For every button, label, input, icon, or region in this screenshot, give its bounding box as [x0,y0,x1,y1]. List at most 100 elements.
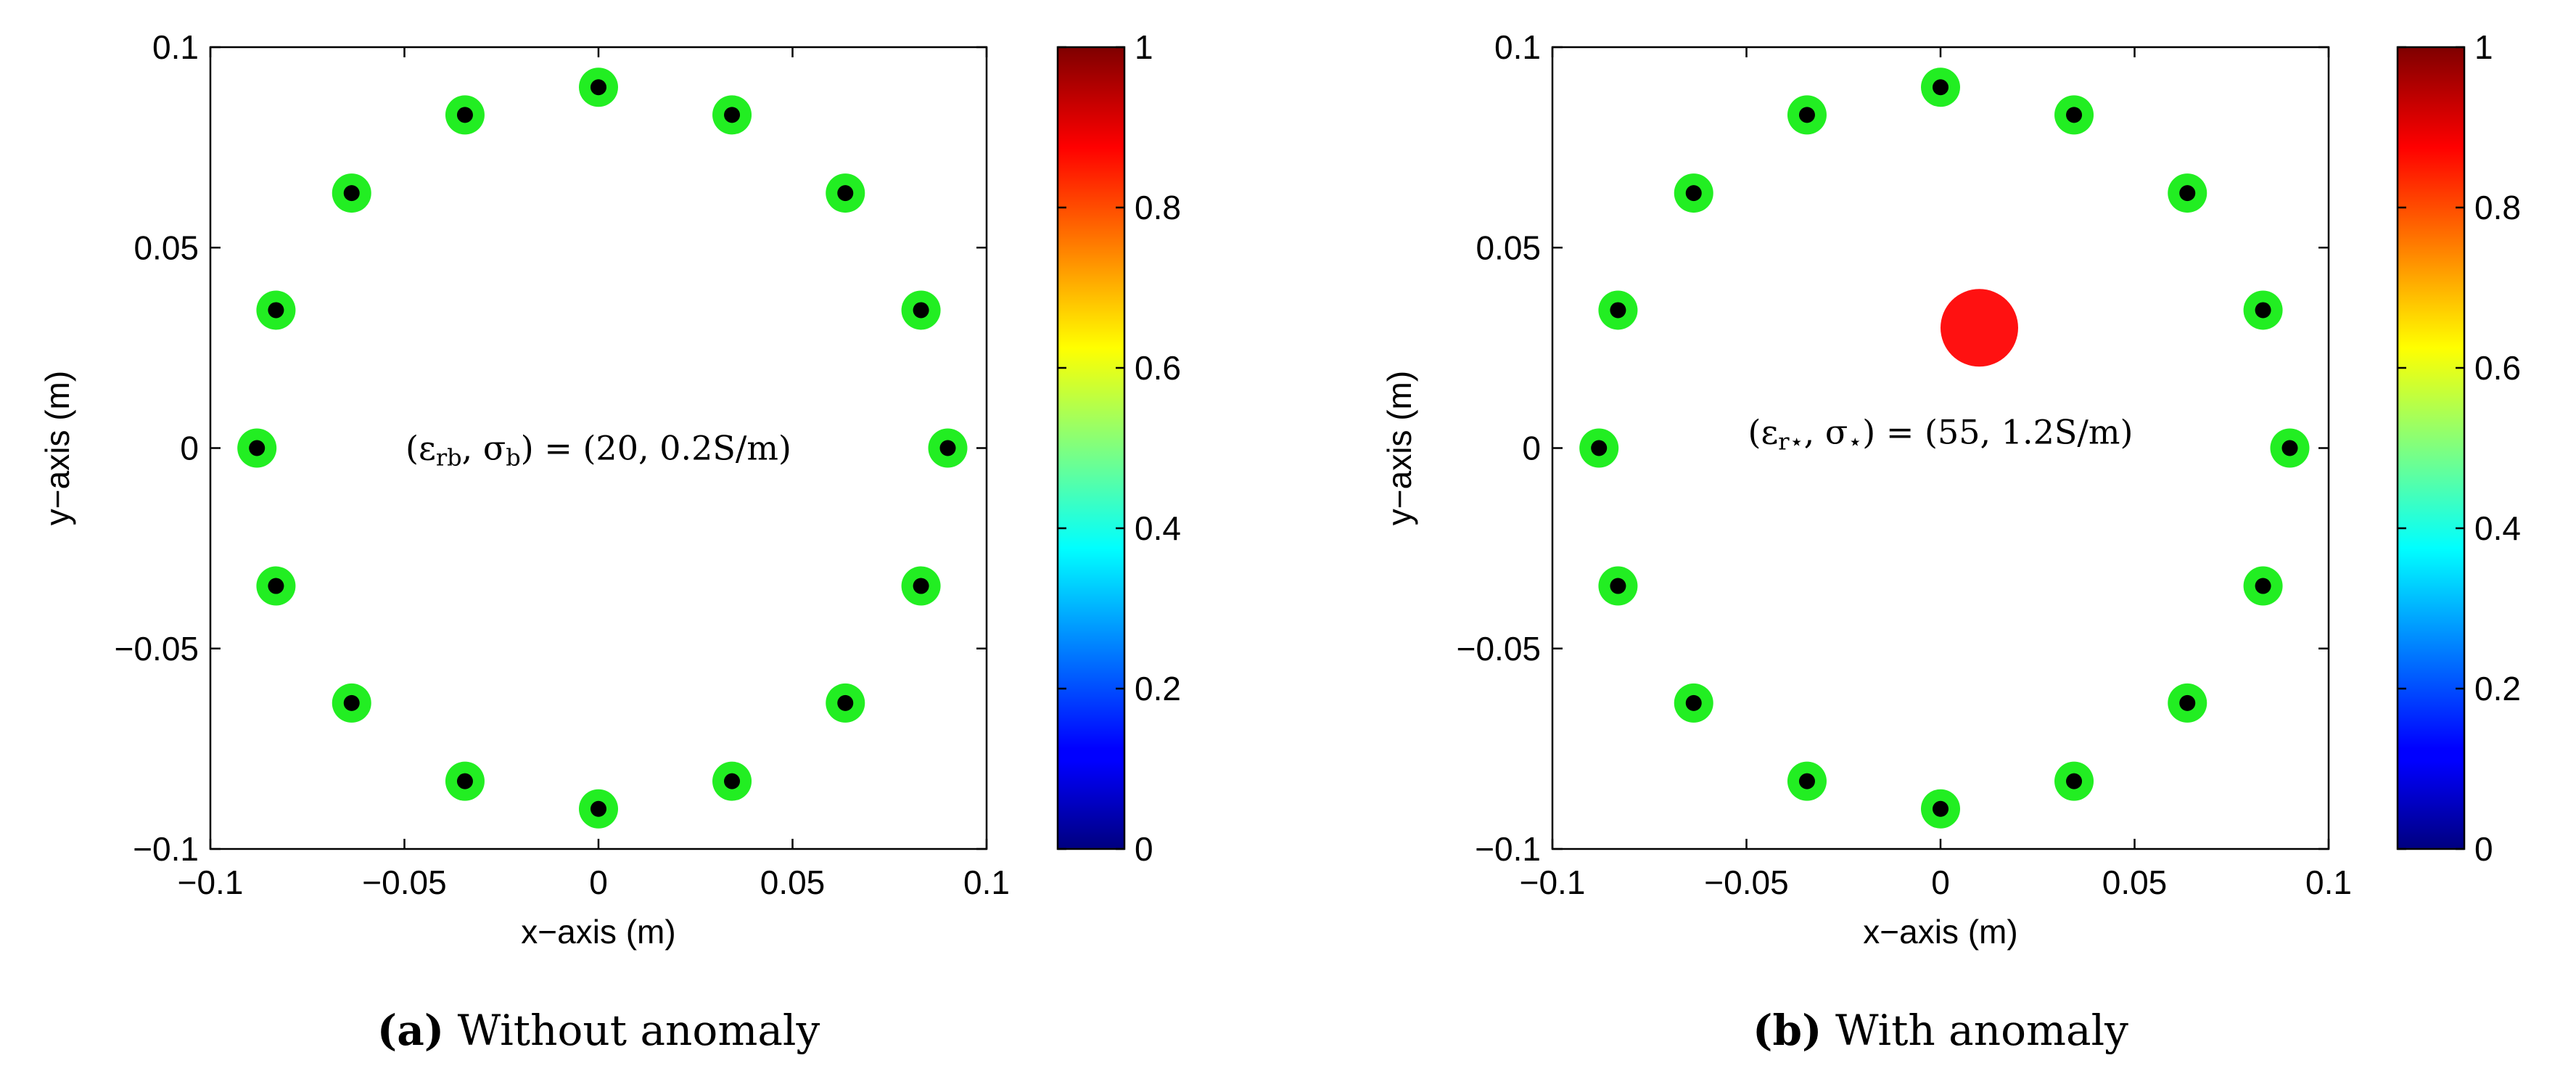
sensor-dot [1685,694,1702,711]
sensor-dot [268,302,284,319]
panel-label: (b) [1753,1006,1822,1055]
sensor-point [826,683,865,723]
sensor-dot [456,107,473,123]
sensor-point [1921,67,1960,107]
panel-caption: (a) Without anomaly [377,1006,820,1055]
x-axis-label: x−axis (m) [1863,913,2017,951]
sensor-dot [343,694,360,711]
sensor-dot [1685,185,1702,202]
sensor-point [1921,789,1960,829]
y-tick-label: −0.1 [1475,830,1541,868]
sensor-point [256,290,296,330]
sensor-dot [939,440,956,456]
x-tick-label: 0 [589,863,608,901]
x-tick-label: 0.1 [2305,863,2352,901]
sensor-dot [1591,440,1608,456]
sensor-dot [913,302,929,319]
sensor-point [579,67,618,107]
sensor-point [1579,428,1619,468]
x-tick-label: −0.1 [1520,863,1586,901]
sensor-dot [2179,694,2196,711]
sensor-dot [913,578,929,594]
sensor-dot [2066,773,2083,789]
sensor-dot [590,800,606,817]
sensor-dot [837,185,854,202]
sensor-dot [1798,107,1815,123]
sensor-point [826,173,865,213]
x-tick-label: 0 [1931,863,1950,901]
sensor-dot [2255,578,2271,594]
y-tick-label: −0.05 [1457,630,1541,668]
y-tick-label: −0.05 [115,630,199,668]
x-axis-label: x−axis (m) [521,913,675,951]
sensor-dot [2255,302,2271,319]
panel-a: −0.1 −0.05 0 0.05 0.1 −0.1 −0.05 0 0.05 0.1 x−axis… [38,28,1181,1055]
x-tick-label: −0.05 [362,863,446,901]
annotation-sub1: rb [436,444,462,472]
material-annotation: (εr⋆, σ⋆) = (55, 1.2S/m) [1748,412,2133,455]
sensor-point [712,95,752,135]
annotation-mid: , σ [1804,412,1848,451]
sensor-point [445,95,485,135]
annotation-sub1: r⋆ [1778,427,1803,455]
annotation-sub2: b [506,444,520,472]
y-tick-label: 0.1 [1494,28,1541,66]
caption-text: With anomaly [1835,1006,2128,1055]
sensor-dot [724,773,741,789]
sensor-point [2243,566,2283,606]
x-tick-label: −0.1 [178,863,244,901]
colorbar-tick-label: 0.6 [2474,349,2521,387]
sensor-point [1598,290,1638,330]
sensor-point [2054,95,2094,135]
sensor-dot [1933,79,1949,96]
sensor-dot [1610,578,1626,594]
sensor-dot [249,440,266,456]
colorbar [2396,46,2466,850]
y-tick-label: 0.05 [1476,229,1541,266]
annotation-prefix: (ε [406,429,436,468]
sensor-point [1674,683,1713,723]
sensor-point [1787,95,1827,135]
x-tick-label: 0.1 [963,863,1010,901]
sensor-dot [456,773,473,789]
colorbar-tick-label: 1 [1135,28,1153,66]
sensor-dot [1933,800,1949,817]
caption-text: Without anomaly [458,1006,820,1055]
annotation-sub2: ⋆ [1848,427,1862,455]
colorbar-tick-label: 0.4 [2474,509,2521,547]
annotation-mid: , σ [462,429,506,468]
colorbar-tick-label: 0 [1135,830,1153,868]
sensor-point [901,290,941,330]
annotation-suffix: ) = (20, 0.2S/m) [521,429,791,468]
colorbar-tick-label: 0.2 [2474,670,2521,707]
panel-b: −0.1 −0.05 0 0.05 0.1 −0.1 −0.05 0 0.05 0.1 x−axis… [1380,28,2521,1055]
sensor-point [445,761,485,801]
y-tick-label: −0.1 [133,830,199,868]
x-tick-label: 0.05 [2102,863,2168,901]
sensor-dot [837,694,854,711]
x-tick-label: 0.05 [760,863,826,901]
sensor-dot [2281,440,2298,456]
sensor-point [579,789,618,829]
y-axis-label: y−axis (m) [1380,371,1418,525]
sensor-point [256,566,296,606]
sensor-point [2168,173,2207,213]
sensor-dot [590,79,606,96]
sensor-point [1598,566,1638,606]
sensor-dot [724,107,741,123]
x-tick-label: −0.05 [1704,863,1788,901]
sensor-dot [1610,302,1626,319]
sensor-point [2168,683,2207,723]
sensor-point [237,428,277,468]
sensor-point [712,761,752,801]
panel-caption: (b) With anomaly [1753,1006,2128,1055]
y-tick-label: 0.05 [133,229,199,266]
colorbar-tick-label: 0.6 [1135,349,1181,387]
sensor-point [928,428,968,468]
sensor-point [332,683,371,723]
y-axis-label: y−axis (m) [38,371,76,525]
y-tick-label: 0 [1522,430,1541,467]
sensor-point [2243,290,2283,330]
sensor-point [1787,761,1827,801]
